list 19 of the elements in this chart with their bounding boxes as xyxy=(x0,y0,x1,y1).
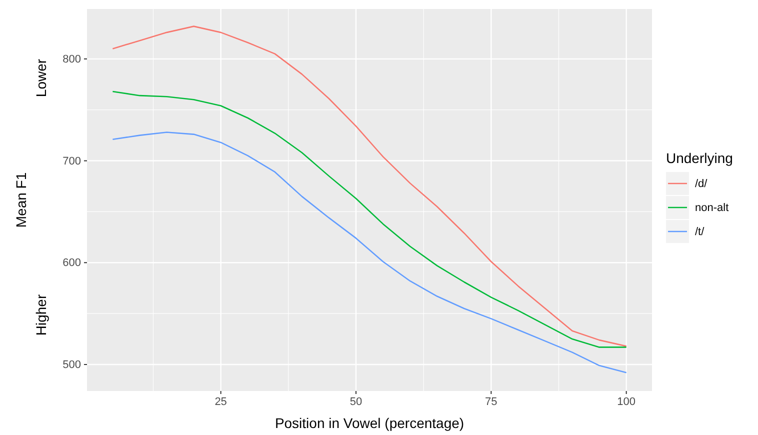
line-series xyxy=(112,90,627,348)
x-tick-label: 50 xyxy=(350,396,362,408)
legend-title: Underlying xyxy=(666,150,733,166)
legend-label: non-alt xyxy=(695,202,729,214)
x-tick-label: 100 xyxy=(617,396,636,408)
x-tick-label: 75 xyxy=(485,396,498,408)
legend-label: /t/ xyxy=(695,226,706,238)
y-tick-label: 800 xyxy=(62,53,81,66)
legend-label: /d/ xyxy=(695,178,708,190)
x-axis-title: Position in Vowel (percentage) xyxy=(274,415,464,431)
line-series xyxy=(112,132,627,374)
y-axis-title: Mean F1 xyxy=(13,172,29,228)
x-tick-label: 25 xyxy=(214,396,227,408)
y-tick-label: 600 xyxy=(62,257,81,270)
text: Lower xyxy=(33,58,49,98)
text: Higher xyxy=(33,294,49,336)
y-tick-label: 700 xyxy=(62,155,81,168)
y-tick-label: 500 xyxy=(62,359,81,372)
line-series xyxy=(112,26,627,347)
